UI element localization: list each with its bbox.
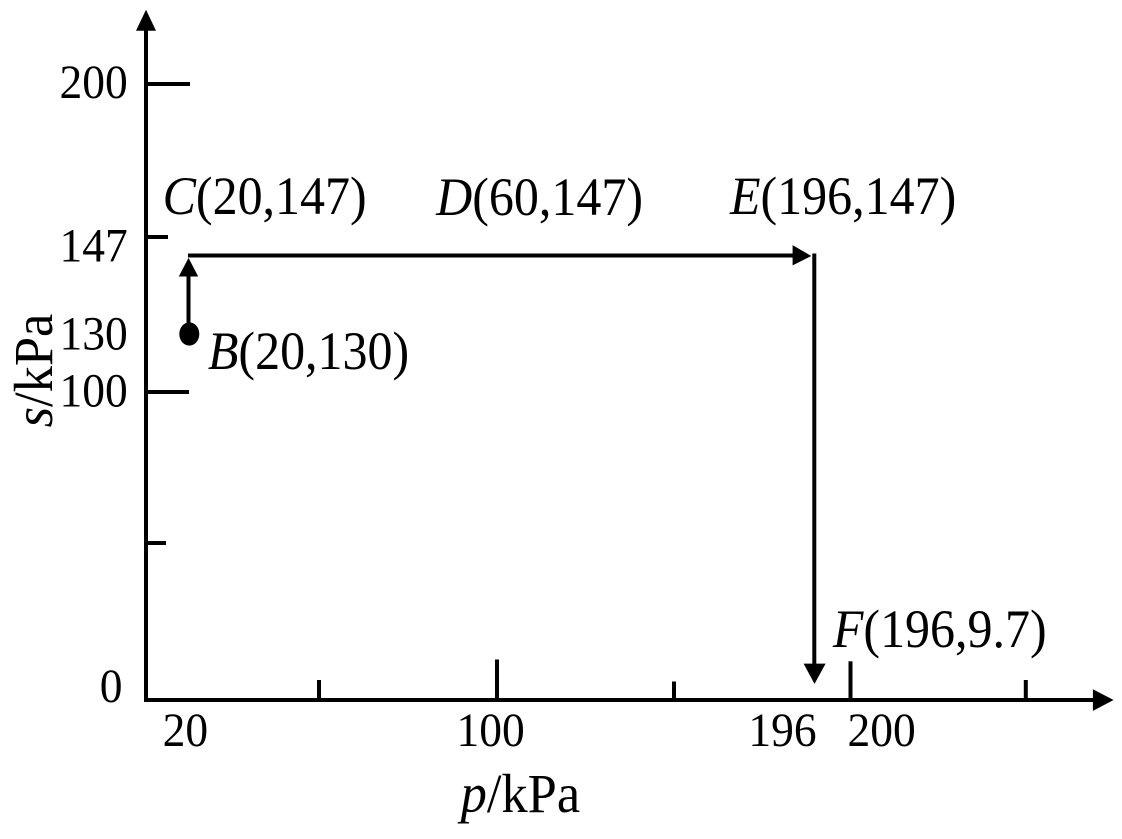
svg-text:0: 0 (100, 660, 123, 713)
svg-text:196: 196 (748, 704, 816, 757)
svg-text:200: 200 (847, 704, 915, 757)
svg-text:100: 100 (456, 704, 524, 757)
svg-text:B(20,130): B(20,130) (208, 322, 409, 381)
svg-text:p/kPa: p/kPa (457, 763, 581, 824)
svg-text:D(60,147): D(60,147) (435, 168, 643, 227)
svg-text:100: 100 (59, 365, 127, 418)
svg-text:s/kPa: s/kPa (3, 313, 64, 427)
svg-text:200: 200 (59, 56, 127, 109)
svg-text:F(196,9.7): F(196,9.7) (832, 600, 1047, 659)
svg-text:20: 20 (163, 704, 208, 757)
svg-text:130: 130 (59, 308, 127, 361)
svg-text:C(20,147): C(20,147) (163, 167, 367, 226)
svg-text:147: 147 (59, 219, 127, 272)
svg-text:E(196,147): E(196,147) (729, 167, 956, 226)
